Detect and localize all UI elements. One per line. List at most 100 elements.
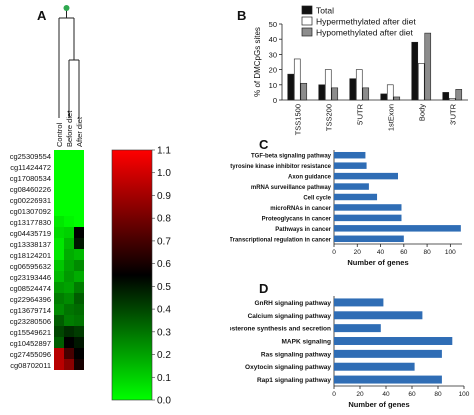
heatmap-cell: [74, 282, 84, 293]
heatmap-cell: [74, 205, 84, 216]
category-label: Aldosterone synthesis and secretion: [230, 326, 331, 333]
heatmap-cell: [64, 293, 74, 304]
x-axis-label: Number of genes: [348, 400, 409, 409]
heatmap-row-label: cg27455096: [10, 350, 51, 359]
bar: [334, 162, 367, 169]
bar: [334, 337, 453, 345]
category-label: GnRH signaling pathway: [254, 300, 331, 307]
heatmap-cell: [54, 183, 64, 194]
heatmap-row-label: cg17080534: [10, 174, 51, 183]
heatmap-cell: [64, 194, 74, 205]
y-tick-label: 40: [269, 35, 277, 44]
category-label: Proteoglycans in cancer: [262, 216, 332, 222]
heatmap-cell: [64, 315, 74, 326]
heatmap-cell: [54, 227, 64, 238]
heatmap-cell: [74, 150, 84, 161]
heatmap-row-label: cg04435719: [10, 229, 51, 238]
heatmap-cell: [74, 304, 84, 315]
bar: [417, 63, 425, 101]
heatmap-cell: [54, 271, 64, 282]
heatmap-row-label: cg13177830: [10, 218, 51, 227]
heatmap-row-label: cg25309554: [10, 152, 51, 161]
heatmap-cell: [64, 326, 74, 337]
heatmap-cell: [74, 172, 84, 183]
heatmap-cell: [54, 326, 64, 337]
heatmap-cell: [74, 249, 84, 260]
x-tick-label: 20: [356, 391, 364, 398]
pathway-bar-chart-c: TGF-beta signaling pathway EGFR tyrosine …: [230, 150, 462, 267]
heatmap-cell: [74, 348, 84, 359]
heatmap-cell: [54, 348, 64, 359]
bar: [334, 151, 366, 159]
bar: [424, 32, 432, 101]
x-tick-label: TSS1500: [294, 104, 303, 135]
heatmap-cell: [64, 238, 74, 249]
bar: [334, 193, 378, 201]
y-tick-label: 30: [269, 50, 277, 59]
x-axis-label: Number of genes: [347, 258, 408, 267]
heatmap-chart: Control Before diet After diet cg25309554 cg…: [10, 5, 171, 407]
bar: [362, 87, 370, 101]
heatmap-row-label: cg08460226: [10, 185, 51, 194]
y-tick-label: 50: [269, 20, 277, 29]
heatmap-row-label: cg08702011: [10, 361, 51, 370]
category-label: Rap1 signaling pathway: [257, 377, 331, 384]
pathway-bar-chart-d: GnRH signaling pathway Calcium signaling …: [230, 296, 470, 409]
heatmap-row-label: cg23193446: [10, 273, 51, 282]
heatmap-cell: [54, 216, 64, 227]
heatmap-cell: [64, 249, 74, 260]
category-label: MAPK signaling: [282, 339, 332, 346]
x-tick-label: 100: [445, 249, 456, 256]
category-label: Axon guidance: [288, 175, 332, 181]
heatmap-cell: [74, 326, 84, 337]
y-tick-label: 0: [273, 96, 277, 105]
colorbar-tick-label: 0.4: [157, 305, 171, 316]
bar: [349, 78, 357, 101]
heatmap-row-label: cg15549621: [10, 328, 51, 337]
category-label: Cell cycle: [303, 196, 331, 202]
heatmap-row-label: cg23280506: [10, 317, 51, 326]
colorbar-tick-label: 0.9: [157, 191, 171, 202]
category-label: microRNAs in cancer: [270, 206, 331, 212]
x-tick-label: 80: [423, 249, 431, 256]
bar: [334, 204, 402, 211]
heatmap-cell: [54, 161, 64, 172]
heatmap-cell: [74, 293, 84, 304]
category-label: Ras signaling pathway: [261, 351, 331, 358]
x-tick-label: 60: [408, 391, 416, 398]
promoter-bar-chart: 0 10 20 30 40 50 % of DMCpGs sites TSS1500 TSS20…: [253, 6, 468, 135]
y-axis-label: % of DMCpGs sites: [253, 27, 262, 97]
bar: [386, 84, 394, 101]
heatmap-column-label: Control: [55, 122, 64, 147]
bar: [318, 84, 326, 101]
heatmap-cell: [64, 161, 74, 172]
x-tick-label: TSS200: [325, 104, 334, 131]
heatmap-cell: [74, 337, 84, 348]
heatmap-cell: [54, 205, 64, 216]
bar: [411, 41, 419, 101]
heatmap-cell: [64, 150, 74, 161]
bar: [334, 349, 442, 358]
heatmap-cell: [74, 183, 84, 194]
heatmap-cell: [54, 337, 64, 348]
bar: [380, 93, 388, 101]
heatmap-row-label: cg22964396: [10, 295, 51, 304]
bar: [334, 311, 423, 320]
heatmap-row-label: cg06595632: [10, 262, 51, 271]
heatmap-cell: [74, 161, 84, 172]
heatmap-cell: [74, 315, 84, 326]
heatmap-cell: [64, 282, 74, 293]
legend-label: Hypomethylated after diet: [316, 28, 413, 38]
heatmap-cell: [64, 205, 74, 216]
bar: [334, 235, 404, 243]
bar: [334, 362, 415, 371]
panel-b-label: B: [237, 8, 247, 23]
heatmap-row-label: cg08524474: [10, 284, 51, 293]
heatmap-row-label: cg01307092: [10, 207, 51, 216]
bar: [442, 92, 450, 101]
colorbar: [111, 149, 153, 401]
legend-swatch: [301, 27, 313, 37]
category-label: EGFR tyrosine kinase inhibitor resistanc…: [230, 164, 332, 170]
category-label: TGF-beta signaling pathway: [251, 154, 332, 160]
colorbar-tick-label: 0.2: [157, 350, 171, 361]
